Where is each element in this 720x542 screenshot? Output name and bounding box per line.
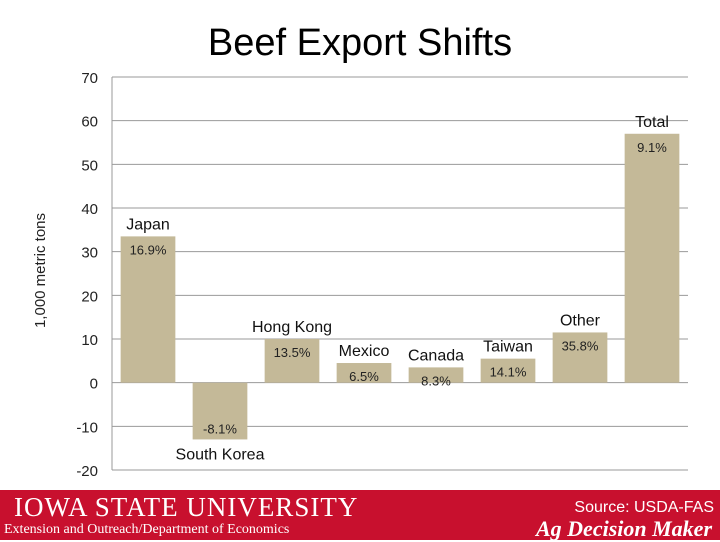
y-axis: 70 60 50 40 30 20 10 0 -10 -20 1,000 metric tons (32, 70, 113, 480)
data-label: 9.1% (637, 140, 667, 155)
y-tick-label: 30 (81, 245, 98, 262)
bar-hong-kong (264, 339, 320, 383)
data-label: 16.9% (130, 242, 167, 257)
y-tick-label: 40 (81, 201, 98, 218)
y-axis-label: 1,000 metric tons (32, 213, 49, 328)
labels: 16.9% Japan -8.1% South Korea 13.5% Hong Kong… (126, 114, 669, 464)
y-tick-label: -10 (76, 419, 98, 436)
data-label: -8.1% (203, 421, 237, 436)
bar-other (552, 332, 608, 383)
bar-japan (120, 236, 176, 383)
data-label: 14.1% (490, 365, 527, 380)
bars (120, 133, 680, 440)
chart-title: Beef Export Shifts (207, 22, 513, 64)
data-label: 35.8% (562, 338, 599, 353)
bar-total (624, 133, 680, 383)
bar-south-korea (192, 382, 248, 440)
extension-text: Extension and Outreach/Department of Eco… (4, 522, 290, 537)
category-label: Japan (126, 216, 170, 233)
bar-mexico (336, 363, 392, 383)
data-label: 8.3% (421, 373, 451, 388)
category-label: Total (635, 114, 669, 131)
category-label: Canada (408, 347, 464, 364)
footer-bar: IOWA STATE UNIVERSITY Extension and Outr… (0, 490, 720, 541)
bar-chart: 70 60 50 40 30 20 10 0 -10 -20 1,000 metric tons 1… (32, 70, 688, 480)
data-label: 6.5% (349, 369, 379, 384)
y-tick-label: 60 (81, 114, 98, 131)
bar-canada (408, 367, 464, 383)
y-tick-label: -20 (76, 463, 98, 480)
y-tick-label: 70 (81, 70, 98, 87)
brand-text: Ag Decision Maker (536, 516, 712, 541)
y-tick-label: 0 (90, 376, 98, 393)
category-label: Mexico (339, 343, 390, 360)
source-text: Source: USDA-FAS (574, 499, 714, 516)
category-label: Hong Kong (252, 319, 332, 336)
category-label: Other (560, 312, 601, 329)
university-logo-text: IOWA STATE UNIVERSITY (14, 492, 359, 522)
y-tick-label: 20 (81, 288, 98, 305)
category-label: Taiwan (483, 339, 533, 356)
bar-taiwan (480, 358, 536, 383)
data-label: 13.5% (274, 345, 311, 360)
y-tick-label: 50 (81, 157, 98, 174)
y-tick-label: 10 (81, 332, 98, 349)
category-label: South Korea (176, 446, 265, 463)
